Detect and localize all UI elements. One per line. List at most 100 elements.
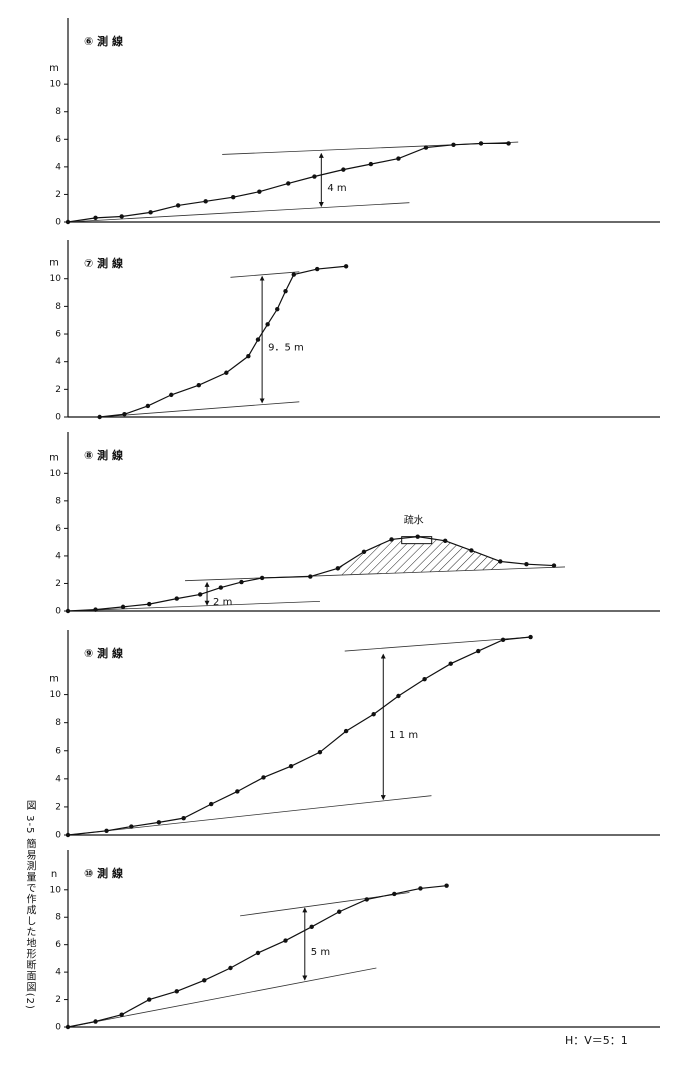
reference-line bbox=[344, 636, 531, 652]
y-tick-label: 0 bbox=[55, 831, 61, 841]
survey-point bbox=[469, 548, 474, 553]
profile-line bbox=[99, 265, 347, 418]
survey-point bbox=[371, 712, 376, 717]
y-tick-label: 2 bbox=[55, 995, 61, 1005]
y-tick-label: 0 bbox=[55, 218, 61, 228]
survey-point bbox=[392, 891, 397, 897]
survey-point bbox=[239, 579, 244, 585]
survey-point bbox=[119, 1012, 124, 1017]
y-tick-label: 4 bbox=[55, 968, 61, 978]
survey-point bbox=[524, 561, 529, 567]
survey-point bbox=[389, 537, 394, 542]
survey-point bbox=[147, 997, 152, 1002]
measure-label: 4 m bbox=[327, 183, 346, 194]
survey-point bbox=[551, 563, 557, 568]
y-tick-label: 2 bbox=[55, 579, 61, 589]
survey-point bbox=[337, 909, 342, 914]
survey-point bbox=[500, 637, 506, 643]
profile-line bbox=[67, 885, 447, 1028]
y-axis-label: n bbox=[51, 869, 57, 880]
survey-point bbox=[196, 382, 201, 388]
survey-point bbox=[286, 181, 291, 186]
survey-point bbox=[498, 559, 503, 564]
y-axis-label: m bbox=[49, 63, 59, 74]
y-tick-label: 0 bbox=[55, 607, 61, 617]
reference-line bbox=[230, 271, 300, 278]
survey-point bbox=[145, 403, 151, 409]
y-tick-label: 2 bbox=[55, 385, 61, 395]
survey-point bbox=[448, 661, 453, 666]
survey-point bbox=[396, 693, 401, 699]
survey-point bbox=[120, 604, 126, 610]
survey-point bbox=[528, 634, 533, 640]
y-axis-label: m bbox=[49, 258, 59, 269]
survey-point bbox=[444, 883, 449, 888]
survey-point bbox=[174, 989, 179, 994]
survey-point bbox=[228, 965, 233, 971]
survey-point bbox=[129, 824, 134, 829]
survey-point bbox=[341, 167, 346, 172]
survey-point bbox=[231, 194, 236, 200]
survey-point bbox=[314, 266, 320, 272]
survey-point bbox=[418, 886, 423, 891]
chart-title: ⑥ 測 線 bbox=[84, 34, 123, 48]
reference-line bbox=[99, 401, 300, 418]
survey-point bbox=[93, 1019, 98, 1024]
survey-point bbox=[65, 219, 71, 225]
profile-line bbox=[67, 636, 531, 836]
scale-note: H：V＝5：1 bbox=[565, 1034, 628, 1047]
survey-point bbox=[309, 924, 314, 930]
y-tick-label: 8 bbox=[55, 107, 61, 117]
survey-point bbox=[197, 592, 203, 597]
y-axis-label: m bbox=[49, 452, 59, 463]
survey-point bbox=[283, 288, 288, 294]
survey-point bbox=[451, 142, 456, 148]
survey-point bbox=[93, 215, 98, 221]
reference-line bbox=[67, 202, 410, 223]
survey-point bbox=[364, 897, 369, 902]
survey-point bbox=[265, 322, 270, 327]
survey-point bbox=[218, 585, 224, 590]
survey-point bbox=[343, 264, 349, 269]
reference-line bbox=[67, 795, 432, 836]
y-tick-label: 8 bbox=[55, 913, 61, 923]
reference-line bbox=[67, 600, 320, 612]
survey-point bbox=[259, 575, 265, 581]
survey-point bbox=[415, 534, 420, 539]
survey-point bbox=[148, 210, 153, 215]
survey-point bbox=[235, 789, 240, 794]
survey-point bbox=[224, 370, 229, 375]
y-tick-label: 4 bbox=[55, 774, 61, 784]
y-tick-label: 2 bbox=[55, 802, 61, 812]
measure-label: 5 m bbox=[311, 947, 330, 958]
survey-point bbox=[175, 203, 181, 208]
survey-point bbox=[119, 214, 124, 219]
survey-point bbox=[335, 566, 341, 571]
survey-point bbox=[246, 353, 251, 359]
survey-point bbox=[283, 938, 288, 943]
survey-point bbox=[257, 189, 262, 194]
chart-title: ⑦ 測 線 bbox=[84, 256, 123, 270]
y-tick-label: 4 bbox=[55, 551, 61, 561]
measure-label: 1 1 m bbox=[389, 730, 418, 741]
y-tick-label: 6 bbox=[55, 940, 61, 950]
survey-point bbox=[506, 141, 511, 146]
survey-point bbox=[291, 272, 296, 277]
y-tick-label: 4 bbox=[55, 162, 61, 172]
survey-point bbox=[476, 648, 481, 654]
measure-label: 9．5 m bbox=[268, 343, 304, 354]
survey-point bbox=[288, 763, 294, 769]
survey-point bbox=[275, 306, 280, 312]
y-tick-label: 10 bbox=[50, 885, 62, 895]
y-tick-label: 6 bbox=[55, 330, 61, 340]
y-tick-label: 2 bbox=[55, 190, 61, 200]
reference-line bbox=[185, 566, 566, 582]
y-tick-label: 10 bbox=[50, 80, 62, 90]
y-tick-label: 8 bbox=[55, 302, 61, 312]
reference-line bbox=[67, 967, 377, 1028]
survey-point bbox=[396, 156, 401, 161]
survey-point bbox=[65, 1024, 71, 1030]
survey-point bbox=[122, 412, 127, 417]
y-tick-label: 6 bbox=[55, 524, 61, 534]
